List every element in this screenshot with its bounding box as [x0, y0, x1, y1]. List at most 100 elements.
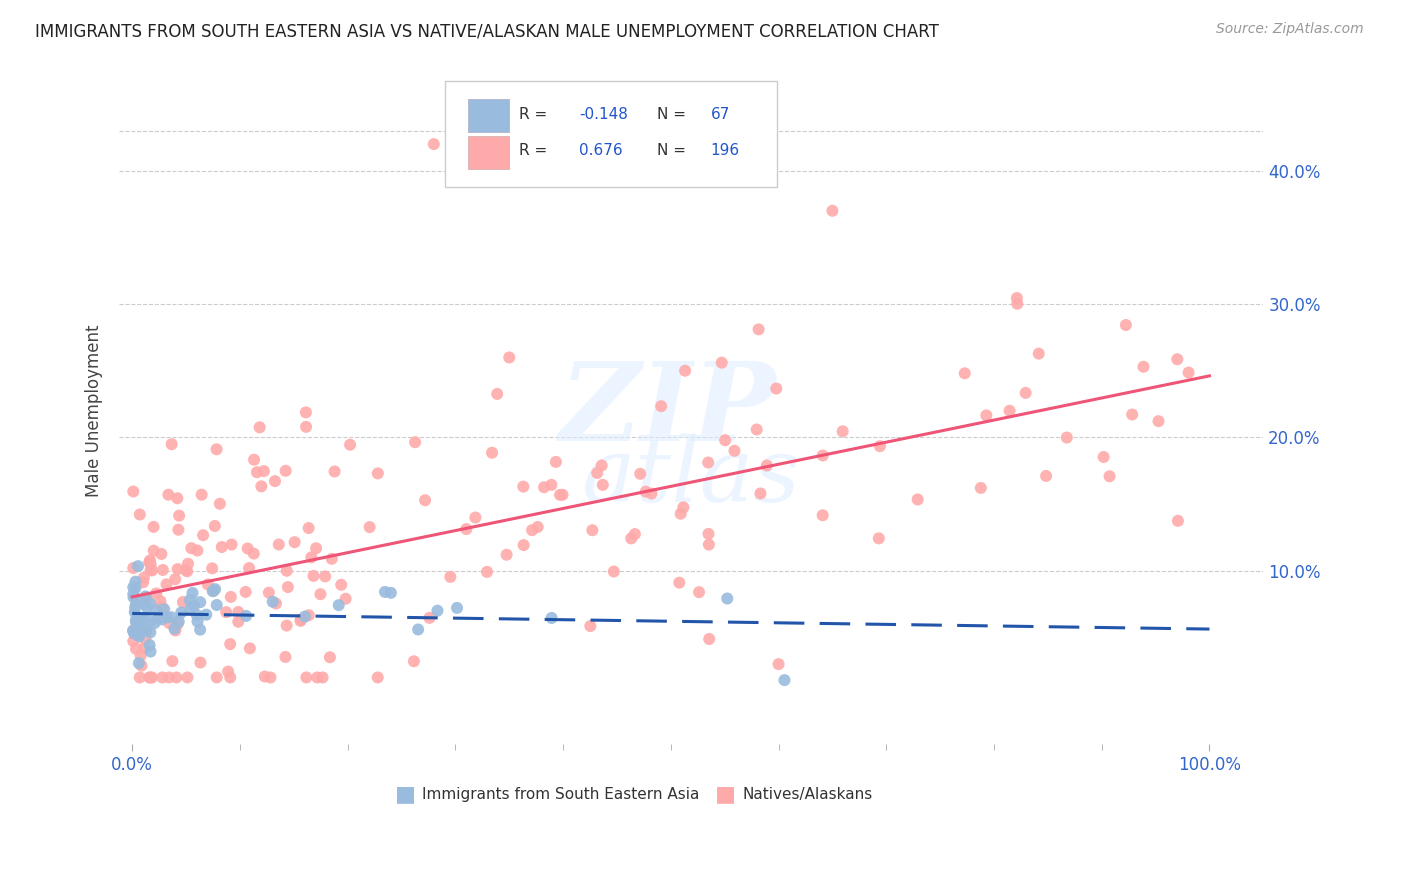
Point [176, 564, 198, 578]
Point [131, 658, 153, 673]
Point [274, 650, 297, 665]
Point [166, 562, 188, 576]
Point [143, 616, 166, 631]
Point [745, 422, 768, 436]
Point [869, 439, 891, 453]
Point [138, 638, 160, 652]
Point [153, 602, 176, 616]
Point [122, 587, 145, 601]
Point [710, 356, 733, 370]
Point [267, 537, 290, 551]
Point [716, 591, 738, 606]
Point [620, 532, 643, 546]
Point [122, 580, 145, 594]
Point [167, 508, 190, 523]
Point [125, 641, 148, 656]
Point [124, 600, 146, 615]
Point [672, 500, 695, 515]
Point [821, 203, 844, 218]
Point [122, 484, 145, 499]
Point [970, 481, 993, 495]
Point [299, 550, 322, 565]
Point [314, 569, 336, 583]
Point [176, 670, 198, 684]
Point [129, 648, 152, 663]
Point [157, 616, 180, 631]
Point [330, 578, 353, 592]
Point [1035, 469, 1057, 483]
Point [139, 670, 162, 684]
Point [1166, 352, 1188, 367]
Point [122, 561, 145, 575]
Point [526, 520, 548, 534]
Point [219, 637, 242, 651]
Point [128, 670, 150, 684]
Point [236, 541, 259, 556]
Point [723, 443, 745, 458]
Point [128, 656, 150, 670]
Point [242, 547, 264, 561]
Point [591, 458, 613, 473]
Point [174, 563, 197, 577]
Point [295, 670, 318, 684]
Point [122, 634, 145, 648]
Point [205, 598, 228, 612]
Point [307, 670, 329, 684]
Point [811, 449, 834, 463]
Point [139, 644, 162, 658]
Point [177, 557, 200, 571]
Point [146, 612, 169, 626]
Point [548, 488, 571, 502]
Point [122, 624, 145, 638]
Point [211, 540, 233, 554]
Point [1121, 408, 1143, 422]
Point [1092, 450, 1115, 464]
Point [219, 670, 242, 684]
Point [226, 615, 249, 629]
Point [188, 595, 211, 609]
Point [125, 597, 148, 611]
Point [294, 609, 316, 624]
Point [475, 565, 498, 579]
Point [628, 467, 651, 481]
Point [190, 488, 212, 502]
Point [202, 583, 225, 598]
Point [290, 613, 312, 627]
Point [204, 519, 226, 533]
Point [190, 656, 212, 670]
Point [697, 538, 720, 552]
Point [298, 608, 321, 623]
Point [217, 665, 239, 679]
Point [142, 543, 165, 558]
Point [138, 670, 160, 684]
Point [163, 622, 186, 636]
Point [150, 670, 173, 684]
Point [603, 565, 626, 579]
Point [122, 624, 145, 638]
Point [540, 478, 562, 492]
Point [186, 607, 208, 622]
Text: -0.148: -0.148 [579, 107, 628, 121]
Point [170, 606, 193, 620]
Point [277, 580, 299, 594]
Point [124, 581, 146, 595]
Point [295, 420, 318, 434]
Point [235, 585, 257, 599]
Point [191, 528, 214, 542]
Point [238, 561, 260, 575]
Point [167, 523, 190, 537]
Point [697, 632, 720, 646]
Point [551, 488, 574, 502]
Point [634, 484, 657, 499]
Point [402, 654, 425, 668]
Point [464, 510, 486, 524]
Point [544, 455, 567, 469]
Point [167, 615, 190, 629]
Point [976, 409, 998, 423]
Point [773, 673, 796, 687]
Point [132, 612, 155, 626]
Point [1177, 366, 1199, 380]
Point [284, 535, 307, 549]
Point [274, 464, 297, 478]
Text: R =: R = [519, 144, 551, 158]
